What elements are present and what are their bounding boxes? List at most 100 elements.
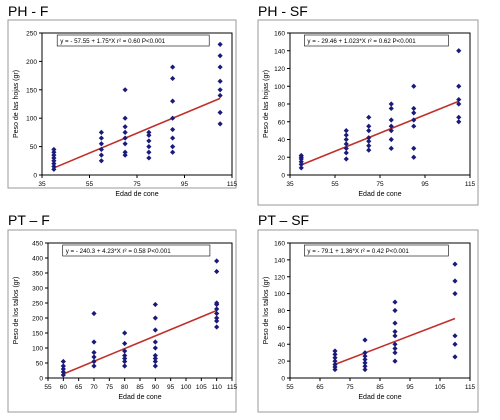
data-point (170, 98, 176, 104)
x-tick-label: 75 (346, 384, 354, 391)
data-point (298, 165, 304, 171)
y-tick-label: 250 (26, 31, 37, 38)
data-point (152, 301, 158, 308)
data-point (456, 114, 462, 120)
x-tick-label: 100 (181, 384, 192, 391)
data-point (298, 159, 304, 165)
y-tick-label: 160 (274, 31, 285, 38)
x-tick-label: 75 (106, 384, 114, 391)
data-point (91, 354, 97, 360)
data-point (60, 358, 66, 365)
data-point (152, 355, 158, 362)
x-tick-label: 65 (316, 384, 324, 391)
data-point (392, 299, 398, 305)
data-point (343, 145, 349, 151)
data-point (51, 161, 57, 167)
x-tick-label: 35 (286, 181, 294, 188)
data-point (343, 156, 349, 162)
x-tick-label: 95 (181, 181, 189, 188)
x-tick-label: 75 (376, 181, 384, 188)
equation-box (304, 34, 449, 47)
data-point (51, 158, 57, 164)
equation-box (56, 34, 210, 47)
data-point (91, 339, 97, 345)
data-point (298, 161, 304, 167)
data-point (388, 105, 394, 112)
x-tick-label: 95 (406, 384, 414, 391)
data-point (217, 121, 223, 127)
y-tick-label: 100 (32, 346, 43, 353)
data-point (122, 348, 128, 354)
y-tick-label: 150 (32, 331, 43, 338)
y-tick-label: 100 (26, 116, 37, 123)
y-tick-label: 200 (26, 59, 37, 66)
panel-title-ph-f: PH - F (8, 3, 49, 19)
data-point (214, 258, 220, 264)
y-tick-label: 120 (274, 66, 285, 73)
data-point (98, 129, 104, 135)
data-point (214, 300, 220, 306)
data-point (388, 101, 394, 107)
x-tick-label: 60 (60, 384, 68, 391)
y-tick-label: 40 (278, 137, 286, 144)
data-point (362, 356, 368, 363)
data-point (392, 358, 398, 364)
data-point (411, 145, 417, 151)
data-point (91, 358, 97, 365)
data-point (332, 361, 338, 368)
data-point (170, 115, 176, 121)
panel-title-pt-f: PT – F (8, 212, 50, 228)
regression-equation: y = - 240.3 + 4.23*X r² = 0.58 P<0.001 (66, 248, 171, 255)
data-point (332, 355, 338, 361)
x-tick-label: 55 (86, 181, 94, 188)
data-point (60, 363, 66, 369)
data-point (170, 75, 176, 82)
data-point (456, 101, 462, 107)
data-point (392, 345, 398, 352)
data-point (152, 315, 158, 321)
data-point (362, 353, 368, 359)
data-point (411, 83, 417, 89)
data-point (122, 355, 128, 362)
y-tick-label: 200 (32, 316, 43, 323)
data-point (217, 64, 223, 70)
panel-title-ph-sf: PH - SF (258, 3, 308, 19)
data-point (298, 152, 304, 159)
data-point (51, 155, 57, 161)
data-point (343, 128, 349, 134)
data-point (411, 117, 417, 123)
panel-frame (257, 229, 479, 413)
data-point (452, 333, 458, 339)
equation-box (304, 244, 449, 257)
data-point (214, 318, 220, 324)
data-point (98, 152, 104, 158)
regression-equation: y = - 57.55 + 1.75*X r² = 0.60 P<0.001 (60, 38, 165, 45)
data-point (456, 96, 462, 103)
data-point (366, 135, 372, 141)
data-point (456, 48, 462, 54)
data-point (366, 143, 372, 149)
y-tick-label: 100 (274, 84, 285, 91)
x-tick-label: 115 (227, 181, 238, 188)
y-axis-label: Peso de los tallos (gr) (263, 277, 270, 345)
data-point (452, 341, 458, 347)
data-point (60, 369, 66, 375)
data-point (366, 147, 372, 153)
data-point (51, 166, 57, 172)
data-point (98, 146, 104, 153)
data-point (411, 110, 417, 116)
y-tick-label: 80 (278, 102, 286, 109)
data-point (122, 149, 128, 155)
data-point (392, 328, 398, 335)
data-point (98, 135, 104, 141)
x-tick-label: 115 (465, 181, 476, 188)
data-point (91, 349, 97, 356)
x-tick-label: 70 (90, 384, 98, 391)
data-point (332, 351, 338, 357)
data-point (411, 123, 417, 129)
data-point (122, 129, 128, 135)
data-point (170, 126, 176, 133)
y-tick-label: 150 (26, 87, 37, 94)
y-tick-label: 140 (274, 257, 285, 264)
